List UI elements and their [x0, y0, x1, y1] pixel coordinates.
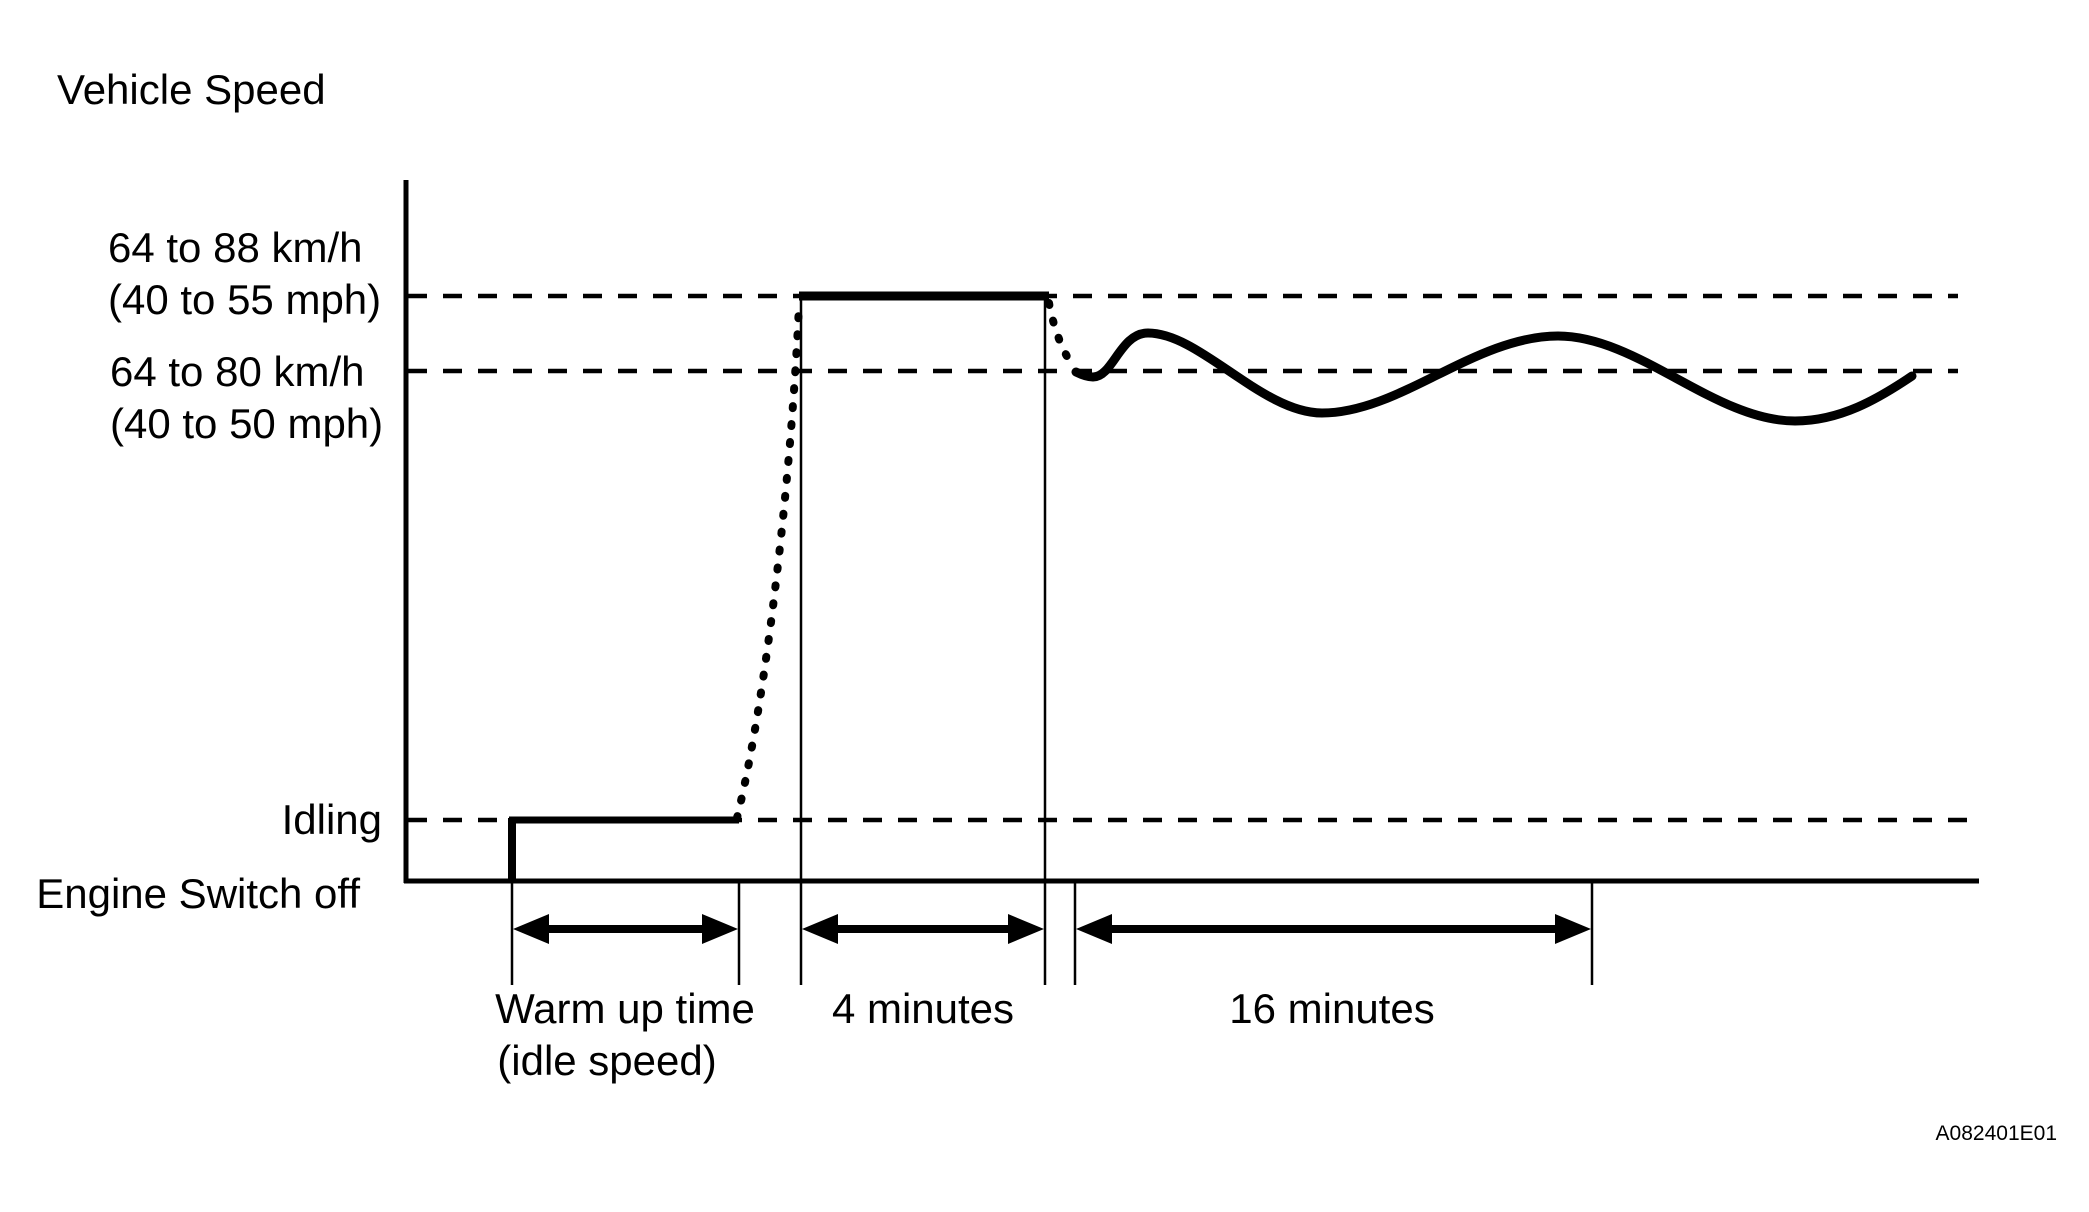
label-4-minutes: 4 minutes: [832, 985, 1014, 1032]
arrow-16-minutes: [1076, 914, 1591, 944]
label-speed-high-mph: (40 to 55 mph): [108, 276, 381, 323]
label-warm-up-time: Warm up time: [495, 985, 755, 1032]
arrow-right-head-icon: [1555, 914, 1591, 944]
trace-deceleration-dotted: [1045, 299, 1078, 372]
chart-title: Vehicle Speed: [57, 66, 326, 113]
trace-16min-wave: [1071, 328, 1917, 426]
label-idle-speed: (idle speed): [497, 1037, 716, 1084]
arrow-left-head-icon: [513, 914, 549, 944]
arrow-right-head-icon: [1008, 914, 1044, 944]
arrow-4-minutes: [802, 914, 1044, 944]
arrow-warm-up-time: [513, 914, 738, 944]
label-idling: Idling: [282, 796, 382, 843]
trace-acceleration-dotted: [733, 301, 803, 822]
arrow-left-head-icon: [802, 914, 838, 944]
label-speed-high-kmh: 64 to 88 km/h: [108, 224, 362, 271]
figure-code: A082401E01: [1936, 1122, 2057, 1145]
arrow-left-head-icon: [1076, 914, 1112, 944]
arrow-right-head-icon: [702, 914, 738, 944]
label-engine-switch-off: Engine Switch off: [36, 870, 360, 917]
label-speed-low-mph: (40 to 50 mph): [110, 400, 383, 447]
label-speed-low-kmh: 64 to 80 km/h: [110, 348, 364, 395]
label-16-minutes: 16 minutes: [1229, 985, 1434, 1032]
